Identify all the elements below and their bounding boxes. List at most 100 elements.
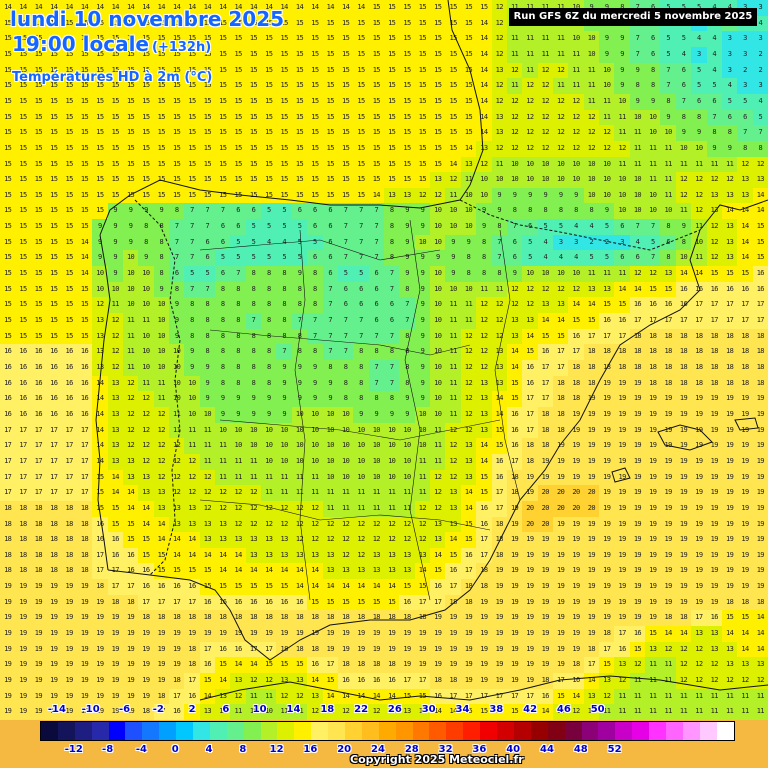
grid-cell: 15 — [107, 187, 123, 204]
legend-swatch — [125, 722, 143, 740]
grid-cell: 15 — [215, 78, 231, 94]
grid-cell: 15 — [414, 579, 431, 595]
grid-cell: 19 — [706, 547, 722, 564]
grid-cell: 13 — [476, 422, 492, 439]
grid-cell: 15 — [368, 15, 384, 32]
grid-cell: 15 — [107, 93, 123, 110]
grid-cell: 13 — [384, 187, 400, 204]
grid-cell: 15 — [522, 704, 538, 720]
grid-cell: 19 — [552, 626, 569, 642]
grid-cell: 15 — [353, 62, 369, 79]
grid-cell: 18 — [568, 657, 584, 674]
grid-cell: 10 — [291, 438, 308, 454]
grid-cell: 19 — [92, 641, 108, 658]
grid-cell: 9 — [460, 234, 477, 251]
grid-cell: 17 — [15, 469, 31, 486]
grid-cell: 15 — [168, 93, 185, 110]
grid-cell: 4 — [752, 93, 768, 110]
grid-cell: 18 — [660, 610, 676, 627]
grid-cell: 13 — [107, 422, 123, 439]
grid-cell: 16 — [384, 673, 400, 689]
legend-swatch — [429, 722, 447, 740]
grid-cell: 19 — [445, 626, 461, 642]
grid-cell: 9 — [614, 31, 630, 47]
grid-cell: 15 — [61, 172, 77, 188]
grid-cell: 19 — [706, 469, 722, 486]
grid-cell: 15 — [353, 46, 369, 63]
grid-cell: 19 — [614, 391, 630, 407]
grid-cell: 19 — [522, 610, 538, 627]
grid-cell: 10 — [322, 406, 338, 423]
grid-cell: 18 — [721, 360, 738, 376]
grid-cell: 7 — [184, 281, 200, 298]
grid-cell: 17 — [721, 297, 738, 314]
grid-cell: 15 — [414, 172, 431, 188]
grid-cell: 8 — [721, 125, 738, 141]
grid-cell: 15 — [291, 156, 308, 173]
grid-cell: 11 — [153, 375, 169, 392]
grid-cell: 19 — [629, 594, 646, 611]
grid-cell: 9 — [153, 281, 169, 298]
legend-swatch — [530, 722, 548, 740]
grid-cell: 19 — [46, 579, 62, 595]
grid-cell: 19 — [184, 626, 200, 642]
grid-cell: 14 — [168, 0, 185, 16]
grid-cell: 19 — [614, 610, 630, 627]
grid-cell: 15 — [276, 187, 292, 204]
grid-cell: 9 — [276, 360, 292, 376]
grid-cell: 19 — [61, 641, 77, 658]
grid-cell: 15 — [153, 156, 169, 173]
grid-cell: 15 — [107, 78, 123, 94]
grid-cell: 19 — [61, 704, 77, 720]
grid-cell: 10 — [583, 156, 600, 173]
grid-cell: 15 — [0, 62, 16, 79]
grid-cell: 7 — [215, 203, 231, 220]
grid-cell: 15 — [230, 31, 246, 47]
grid-cell: 9 — [414, 328, 431, 345]
grid-cell: 10 — [430, 203, 446, 220]
grid-cell: 14 — [476, 438, 492, 454]
grid-cell: 3 — [737, 31, 753, 47]
grid-cell: 13 — [107, 453, 123, 470]
grid-cell: 12 — [337, 532, 354, 548]
grid-cell: 17 — [61, 469, 77, 486]
grid-cell: 14 — [15, 0, 31, 16]
grid-cell: 12 — [460, 391, 477, 407]
grid-cell: 11 — [599, 109, 615, 126]
grid-cell: 14 — [583, 673, 600, 689]
grid-cell: 8 — [337, 360, 354, 376]
legend-tick-bottom: -4 — [135, 744, 147, 755]
grid-cell: 17 — [0, 438, 16, 454]
grid-cell: 8 — [276, 266, 292, 282]
grid-cell: 12 — [445, 438, 461, 454]
grid-cell: 15 — [368, 0, 384, 16]
grid-cell: 9 — [491, 187, 507, 204]
grid-cell: 11 — [122, 328, 139, 345]
grid-cell: 18 — [752, 328, 768, 345]
grid-cell: 19 — [737, 516, 753, 533]
grid-cell: 19 — [752, 438, 768, 454]
grid-cell: 15 — [414, 78, 431, 94]
grid-cell: 9 — [138, 203, 154, 220]
grid-cell: 15 — [307, 78, 323, 94]
legend-swatch — [665, 722, 683, 740]
grid-cell: 16 — [107, 532, 123, 548]
grid-cell: 15 — [184, 704, 200, 720]
grid-cell: 19 — [537, 563, 553, 580]
grid-cell: 19 — [76, 704, 93, 720]
grid-cell: 12 — [399, 516, 415, 533]
grid-cell: 15 — [368, 109, 384, 126]
grid-cell: 5 — [261, 250, 277, 267]
grid-cell: 11 — [322, 500, 338, 517]
grid-cell: 10 — [307, 453, 323, 470]
grid-cell: 12 — [122, 375, 139, 392]
grid-cell: 19 — [660, 469, 676, 486]
grid-cell: 9 — [107, 234, 123, 251]
grid-cell: 15 — [61, 31, 77, 47]
grid-cell: 19 — [445, 641, 461, 658]
grid-cell: 19 — [122, 688, 139, 705]
grid-cell: 6 — [675, 78, 692, 94]
grid-cell: 15 — [15, 172, 31, 188]
grid-cell: 18 — [153, 688, 169, 705]
grid-cell: 19 — [614, 375, 630, 392]
